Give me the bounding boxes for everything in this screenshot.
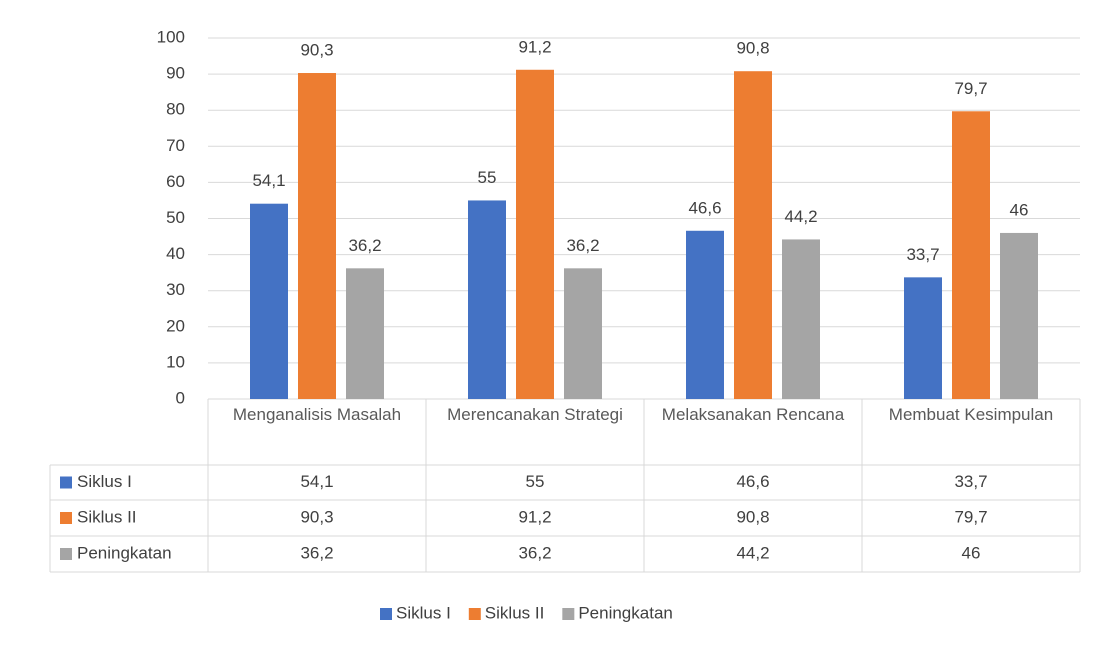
table-row-header: Siklus I [77, 472, 132, 491]
bar [468, 200, 506, 399]
bar [250, 204, 288, 399]
table-row-header: Siklus II [77, 507, 137, 526]
y-tick-label: 50 [166, 208, 185, 227]
y-tick-label: 90 [166, 64, 185, 83]
table-cell: 46 [962, 543, 981, 562]
chart: 0 10 20 30 40 50 60 70 80 90 100 Menganalisis Masal… [0, 0, 1097, 645]
data-label: 46 [1010, 200, 1029, 219]
y-tick-label: 10 [166, 352, 185, 371]
data-label: 44,2 [784, 207, 817, 226]
data-label: 90,8 [736, 39, 769, 58]
table-cell: 79,7 [954, 507, 987, 526]
data-label: 91,2 [518, 37, 551, 56]
x-tick-label-box: Merencanakan Strategi [426, 403, 644, 463]
table-cell: 90,3 [300, 507, 333, 526]
data-label: 33,7 [906, 245, 939, 264]
table-row-header: Peningkatan [77, 543, 172, 562]
x-tick-label-box: Menganalisis Masalah [208, 403, 426, 463]
bar [952, 111, 990, 399]
legend: Siklus I Siklus II Peningkatan [380, 603, 673, 622]
table-cell: 90,8 [736, 507, 769, 526]
bar [734, 71, 772, 399]
table-legend-key [60, 548, 72, 560]
x-tick-label: Melaksanakan Rencana [644, 403, 862, 427]
x-tick-label-box: Melaksanakan Rencana [644, 403, 862, 463]
table-cell: 91,2 [518, 507, 551, 526]
bar [516, 70, 554, 399]
data-label: 36,2 [348, 236, 381, 255]
bar [686, 231, 724, 399]
y-tick-label: 40 [166, 244, 185, 263]
bar [904, 277, 942, 399]
legend-key [562, 608, 574, 620]
x-tick-label: Menganalisis Masalah [208, 403, 426, 427]
data-label: 46,6 [688, 198, 721, 217]
y-tick-label: 60 [166, 172, 185, 191]
legend-label: Siklus I [396, 603, 451, 622]
x-tick-label: Merencanakan Strategi [426, 403, 644, 427]
x-tick-label-box: Membuat Kesimpulan [862, 403, 1080, 463]
y-tick-label: 20 [166, 316, 185, 335]
data-label: 90,3 [300, 41, 333, 60]
data-label: 54,1 [252, 171, 285, 190]
y-tick-label: 70 [166, 136, 185, 155]
legend-key [469, 608, 481, 620]
table-cell: 46,6 [736, 472, 769, 491]
bar [564, 268, 602, 399]
data-label: 79,7 [954, 79, 987, 98]
legend-label: Siklus II [485, 603, 545, 622]
legend-label: Peningkatan [578, 603, 673, 622]
legend-key [380, 608, 392, 620]
table-legend-key [60, 512, 72, 524]
y-tick-label: 30 [166, 280, 185, 299]
table-cell: 33,7 [954, 472, 987, 491]
table-legend-key [60, 477, 72, 489]
data-label: 55 [478, 168, 497, 187]
table-cell: 44,2 [736, 543, 769, 562]
table-cell: 36,2 [518, 543, 551, 562]
table-cell: 36,2 [300, 543, 333, 562]
y-tick-label: 0 [176, 388, 185, 407]
y-tick-label: 100 [157, 27, 185, 46]
table-cell: 54,1 [300, 472, 333, 491]
bar [346, 268, 384, 399]
data-label: 36,2 [566, 236, 599, 255]
bar [298, 73, 336, 399]
y-tick-label: 80 [166, 100, 185, 119]
x-tick-label: Membuat Kesimpulan [862, 403, 1080, 427]
bar [782, 239, 820, 399]
table-cell: 55 [526, 472, 545, 491]
bar [1000, 233, 1038, 399]
